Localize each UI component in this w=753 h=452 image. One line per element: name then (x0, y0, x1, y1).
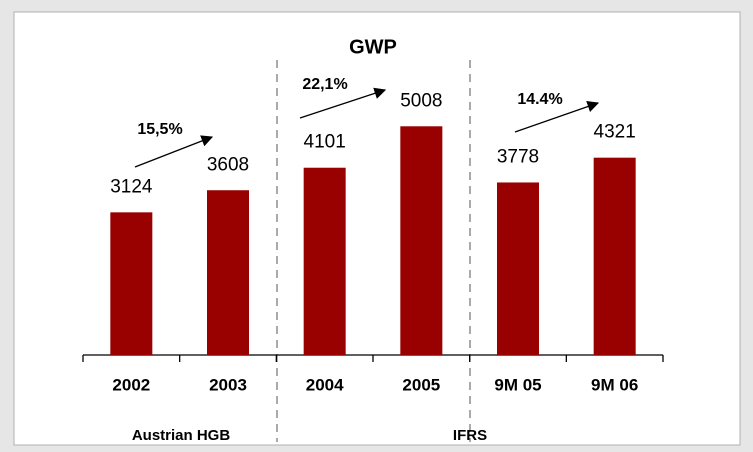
bar (110, 212, 153, 355)
value-label: 3778 (497, 146, 539, 167)
bar (497, 182, 539, 355)
x-tick-label: 2005 (402, 375, 440, 394)
bar (207, 190, 249, 355)
group-label: Austrian HGB (132, 427, 231, 444)
growth-label: 22,1% (302, 76, 347, 93)
growth-label: 14.4% (517, 91, 562, 108)
growth-arrow (134, 135, 214, 168)
chart-title: GWP (349, 36, 397, 58)
x-tick-label: 2004 (306, 375, 344, 394)
group-label: IFRS (453, 427, 487, 444)
bar (400, 126, 443, 355)
x-tick-label: 9M 05 (494, 375, 541, 394)
value-label: 5008 (400, 90, 442, 111)
x-tick-label: 9M 06 (591, 375, 638, 394)
growth-label: 15,5% (137, 121, 182, 138)
value-label: 4101 (304, 132, 346, 153)
bar (303, 167, 346, 355)
growth-arrow (299, 87, 387, 119)
x-tick-label: 2003 (209, 375, 247, 394)
bar (593, 157, 636, 355)
value-label: 4321 (594, 122, 636, 143)
value-label: 3608 (207, 154, 249, 175)
x-tick-label: 2002 (112, 375, 150, 394)
growth-arrow (514, 100, 600, 133)
value-label: 3124 (110, 176, 153, 197)
